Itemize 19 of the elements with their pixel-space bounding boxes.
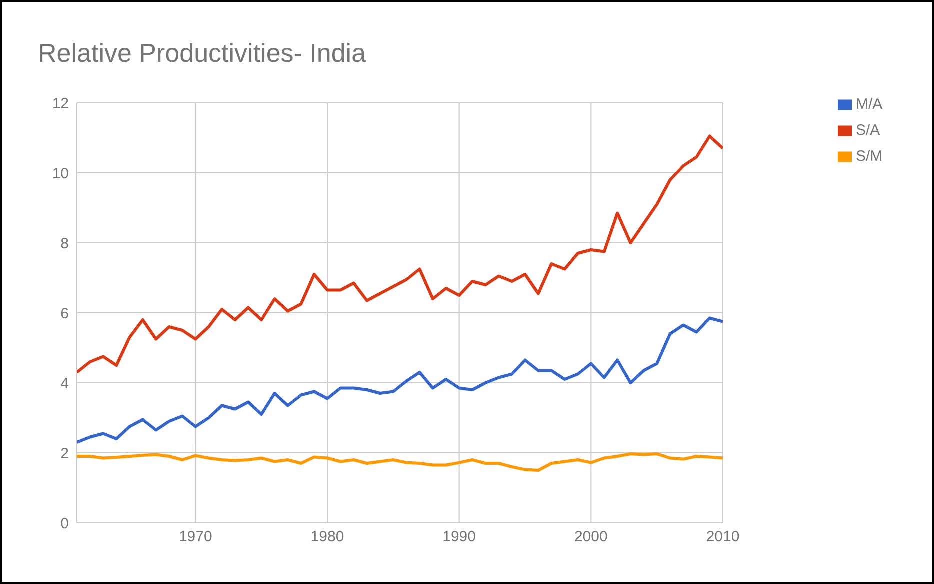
legend-label: M/A [856,96,883,113]
line-series [77,316,723,444]
x-tick-label: 1970 [178,528,212,546]
y-tick-label: 2 [60,445,69,462]
y-tick-label: 0 [60,515,69,532]
x-tick-label: 2000 [574,528,608,546]
line-series [77,452,723,472]
legend-label: S/A [856,122,880,139]
x-tick-label: 1980 [310,528,344,546]
chart-title: Relative Productivities- India [38,38,366,69]
y-tick-label: 8 [60,235,69,252]
y-tick-label: 10 [52,165,69,182]
x-tick-label: 1990 [442,528,476,546]
line-series [77,134,723,374]
y-tick-label: 6 [60,305,69,322]
y-tick-label: 4 [60,375,69,392]
legend-label: S/M [856,148,883,165]
x-tick-label: 2010 [706,528,740,546]
y-tick-label: 12 [52,95,69,112]
